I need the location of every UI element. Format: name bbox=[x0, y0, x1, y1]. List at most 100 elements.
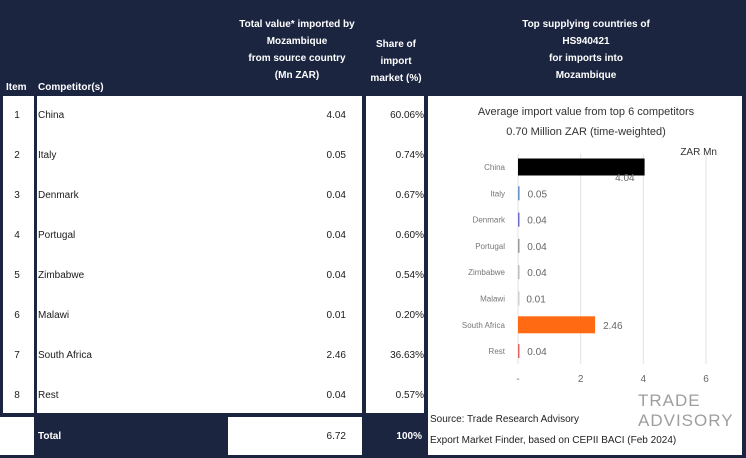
row-item: 2 bbox=[14, 150, 20, 161]
row-value: 0.04 bbox=[326, 230, 346, 241]
row-value: 0.04 bbox=[326, 270, 346, 281]
row-value: 0.05 bbox=[326, 150, 346, 161]
table-header: Item Competitor(s) Total value* imported… bbox=[0, 0, 746, 96]
table-row: 1 China 4.04 60.06% bbox=[0, 96, 426, 136]
header-top-line: HS940421 bbox=[562, 36, 610, 47]
total-share-cell bbox=[362, 416, 426, 458]
category-label: Italy bbox=[490, 189, 505, 198]
row-competitor: Italy bbox=[38, 150, 57, 161]
table-row: 6 Malawi 0.01 0.20% bbox=[0, 296, 426, 336]
data-label: 4.04 bbox=[615, 173, 635, 184]
bar bbox=[518, 291, 520, 306]
x-tick-label: 6 bbox=[703, 374, 709, 385]
header-item: Item bbox=[6, 82, 27, 93]
row-item: 3 bbox=[14, 190, 20, 201]
data-label: 0.04 bbox=[527, 242, 547, 253]
row-competitor: Zimbabwe bbox=[38, 270, 85, 281]
header-top-line: for imports into bbox=[549, 53, 623, 64]
chart-subtitle: 0.70 Million ZAR (time-weighted) bbox=[506, 126, 666, 138]
row-share: 0.20% bbox=[395, 310, 424, 321]
bar bbox=[518, 265, 520, 280]
x-tick-label: - bbox=[516, 374, 519, 385]
unit-label: ZAR Mn bbox=[680, 147, 717, 158]
category-label: Malawi bbox=[480, 295, 505, 304]
header-top-suppliers: Top supplying countries of HS940421 for … bbox=[430, 16, 742, 84]
header-total-line: from source country bbox=[248, 53, 346, 64]
divider bbox=[362, 96, 366, 416]
source-line-2: Export Market Finder, based on CEPII BAC… bbox=[430, 435, 677, 446]
logo-text-line-2: ADVISORY bbox=[638, 411, 732, 430]
row-value: 4.04 bbox=[326, 110, 346, 121]
row-share: 0.67% bbox=[395, 190, 424, 201]
row-value: 2.46 bbox=[326, 350, 346, 361]
header-top-line: Top supplying countries of bbox=[522, 19, 650, 30]
data-label: 0.05 bbox=[528, 189, 548, 200]
header-share-line: import bbox=[380, 56, 412, 67]
row-share: 60.06% bbox=[390, 110, 424, 121]
row-item: 8 bbox=[14, 390, 20, 401]
data-label: 0.04 bbox=[527, 347, 547, 358]
trade-advisory-logo: TRADE ADVISORY bbox=[638, 391, 732, 430]
category-label: South Africa bbox=[462, 321, 506, 330]
data-label: 2.46 bbox=[603, 321, 623, 332]
header-total-line: Total value* imported by bbox=[239, 19, 355, 30]
row-item: 1 bbox=[14, 110, 20, 121]
header-share-line: Share of bbox=[375, 39, 416, 50]
header-share: Share of import market (%) bbox=[366, 36, 426, 87]
table-row: 8 Rest 0.04 0.57% bbox=[0, 376, 426, 416]
row-item: 6 bbox=[14, 310, 20, 321]
divider bbox=[0, 96, 3, 416]
row-share: 0.60% bbox=[395, 230, 424, 241]
category-label: Portugal bbox=[475, 242, 505, 251]
row-value: 0.04 bbox=[326, 390, 346, 401]
header-top-line: Mozambique bbox=[555, 70, 617, 81]
data-label: 0.01 bbox=[526, 295, 546, 306]
competitor-table: 1 China 4.04 60.06% 2 Italy 0.05 0.74% 3… bbox=[0, 96, 426, 416]
category-label: Rest bbox=[489, 347, 506, 356]
bar bbox=[518, 316, 596, 334]
table-row: 4 Portugal 0.04 0.60% bbox=[0, 216, 426, 256]
row-value: 0.04 bbox=[326, 190, 346, 201]
divider bbox=[742, 96, 746, 458]
logo-text-line-1: TRADE bbox=[638, 391, 701, 410]
header-total-value: Total value* imported by Mozambique from… bbox=[229, 16, 365, 84]
data-label: 0.04 bbox=[527, 216, 547, 227]
total-value: 6.72 bbox=[326, 431, 346, 442]
total-label: Total bbox=[38, 431, 62, 442]
header-competitor: Competitor(s) bbox=[38, 82, 104, 93]
table-row: 5 Zimbabwe 0.04 0.54% bbox=[0, 256, 426, 296]
row-share: 0.74% bbox=[395, 150, 424, 161]
row-competitor: Denmark bbox=[38, 190, 79, 201]
divider bbox=[424, 96, 428, 458]
total-share: 100% bbox=[396, 431, 422, 442]
row-competitor: Malawi bbox=[38, 310, 70, 321]
category-label: Zimbabwe bbox=[468, 268, 505, 277]
row-share: 36.63% bbox=[390, 350, 424, 361]
header-total-line: Mozambique bbox=[266, 36, 328, 47]
source-line-1: Source: Trade Research Advisory bbox=[430, 414, 579, 425]
category-label: China bbox=[484, 163, 505, 172]
category-label: Denmark bbox=[473, 216, 506, 225]
row-competitor: Portugal bbox=[38, 230, 76, 241]
x-tick-label: 2 bbox=[578, 374, 584, 385]
bar bbox=[518, 344, 520, 359]
table-row: 7 South Africa 2.46 36.63% bbox=[0, 336, 426, 376]
bar bbox=[518, 212, 520, 227]
table-row: 2 Italy 0.05 0.74% bbox=[0, 136, 426, 176]
row-competitor: Rest bbox=[38, 390, 59, 401]
divider bbox=[34, 96, 37, 416]
row-competitor: China bbox=[38, 110, 65, 121]
x-tick-label: 4 bbox=[641, 374, 647, 385]
bar bbox=[518, 158, 645, 176]
table-row: 3 Denmark 0.04 0.67% bbox=[0, 176, 426, 216]
row-share: 0.54% bbox=[395, 270, 424, 281]
row-item: 4 bbox=[14, 230, 20, 241]
chart-title: Average import value from top 6 competit… bbox=[477, 106, 695, 118]
row-item: 5 bbox=[14, 270, 20, 281]
row-share: 0.57% bbox=[395, 390, 424, 401]
row-item: 7 bbox=[14, 350, 20, 361]
total-label-cell bbox=[34, 416, 228, 458]
total-row: Total 6.72 100% bbox=[0, 416, 426, 458]
row-value: 0.01 bbox=[326, 310, 346, 321]
header-share-line: market (%) bbox=[370, 73, 422, 84]
